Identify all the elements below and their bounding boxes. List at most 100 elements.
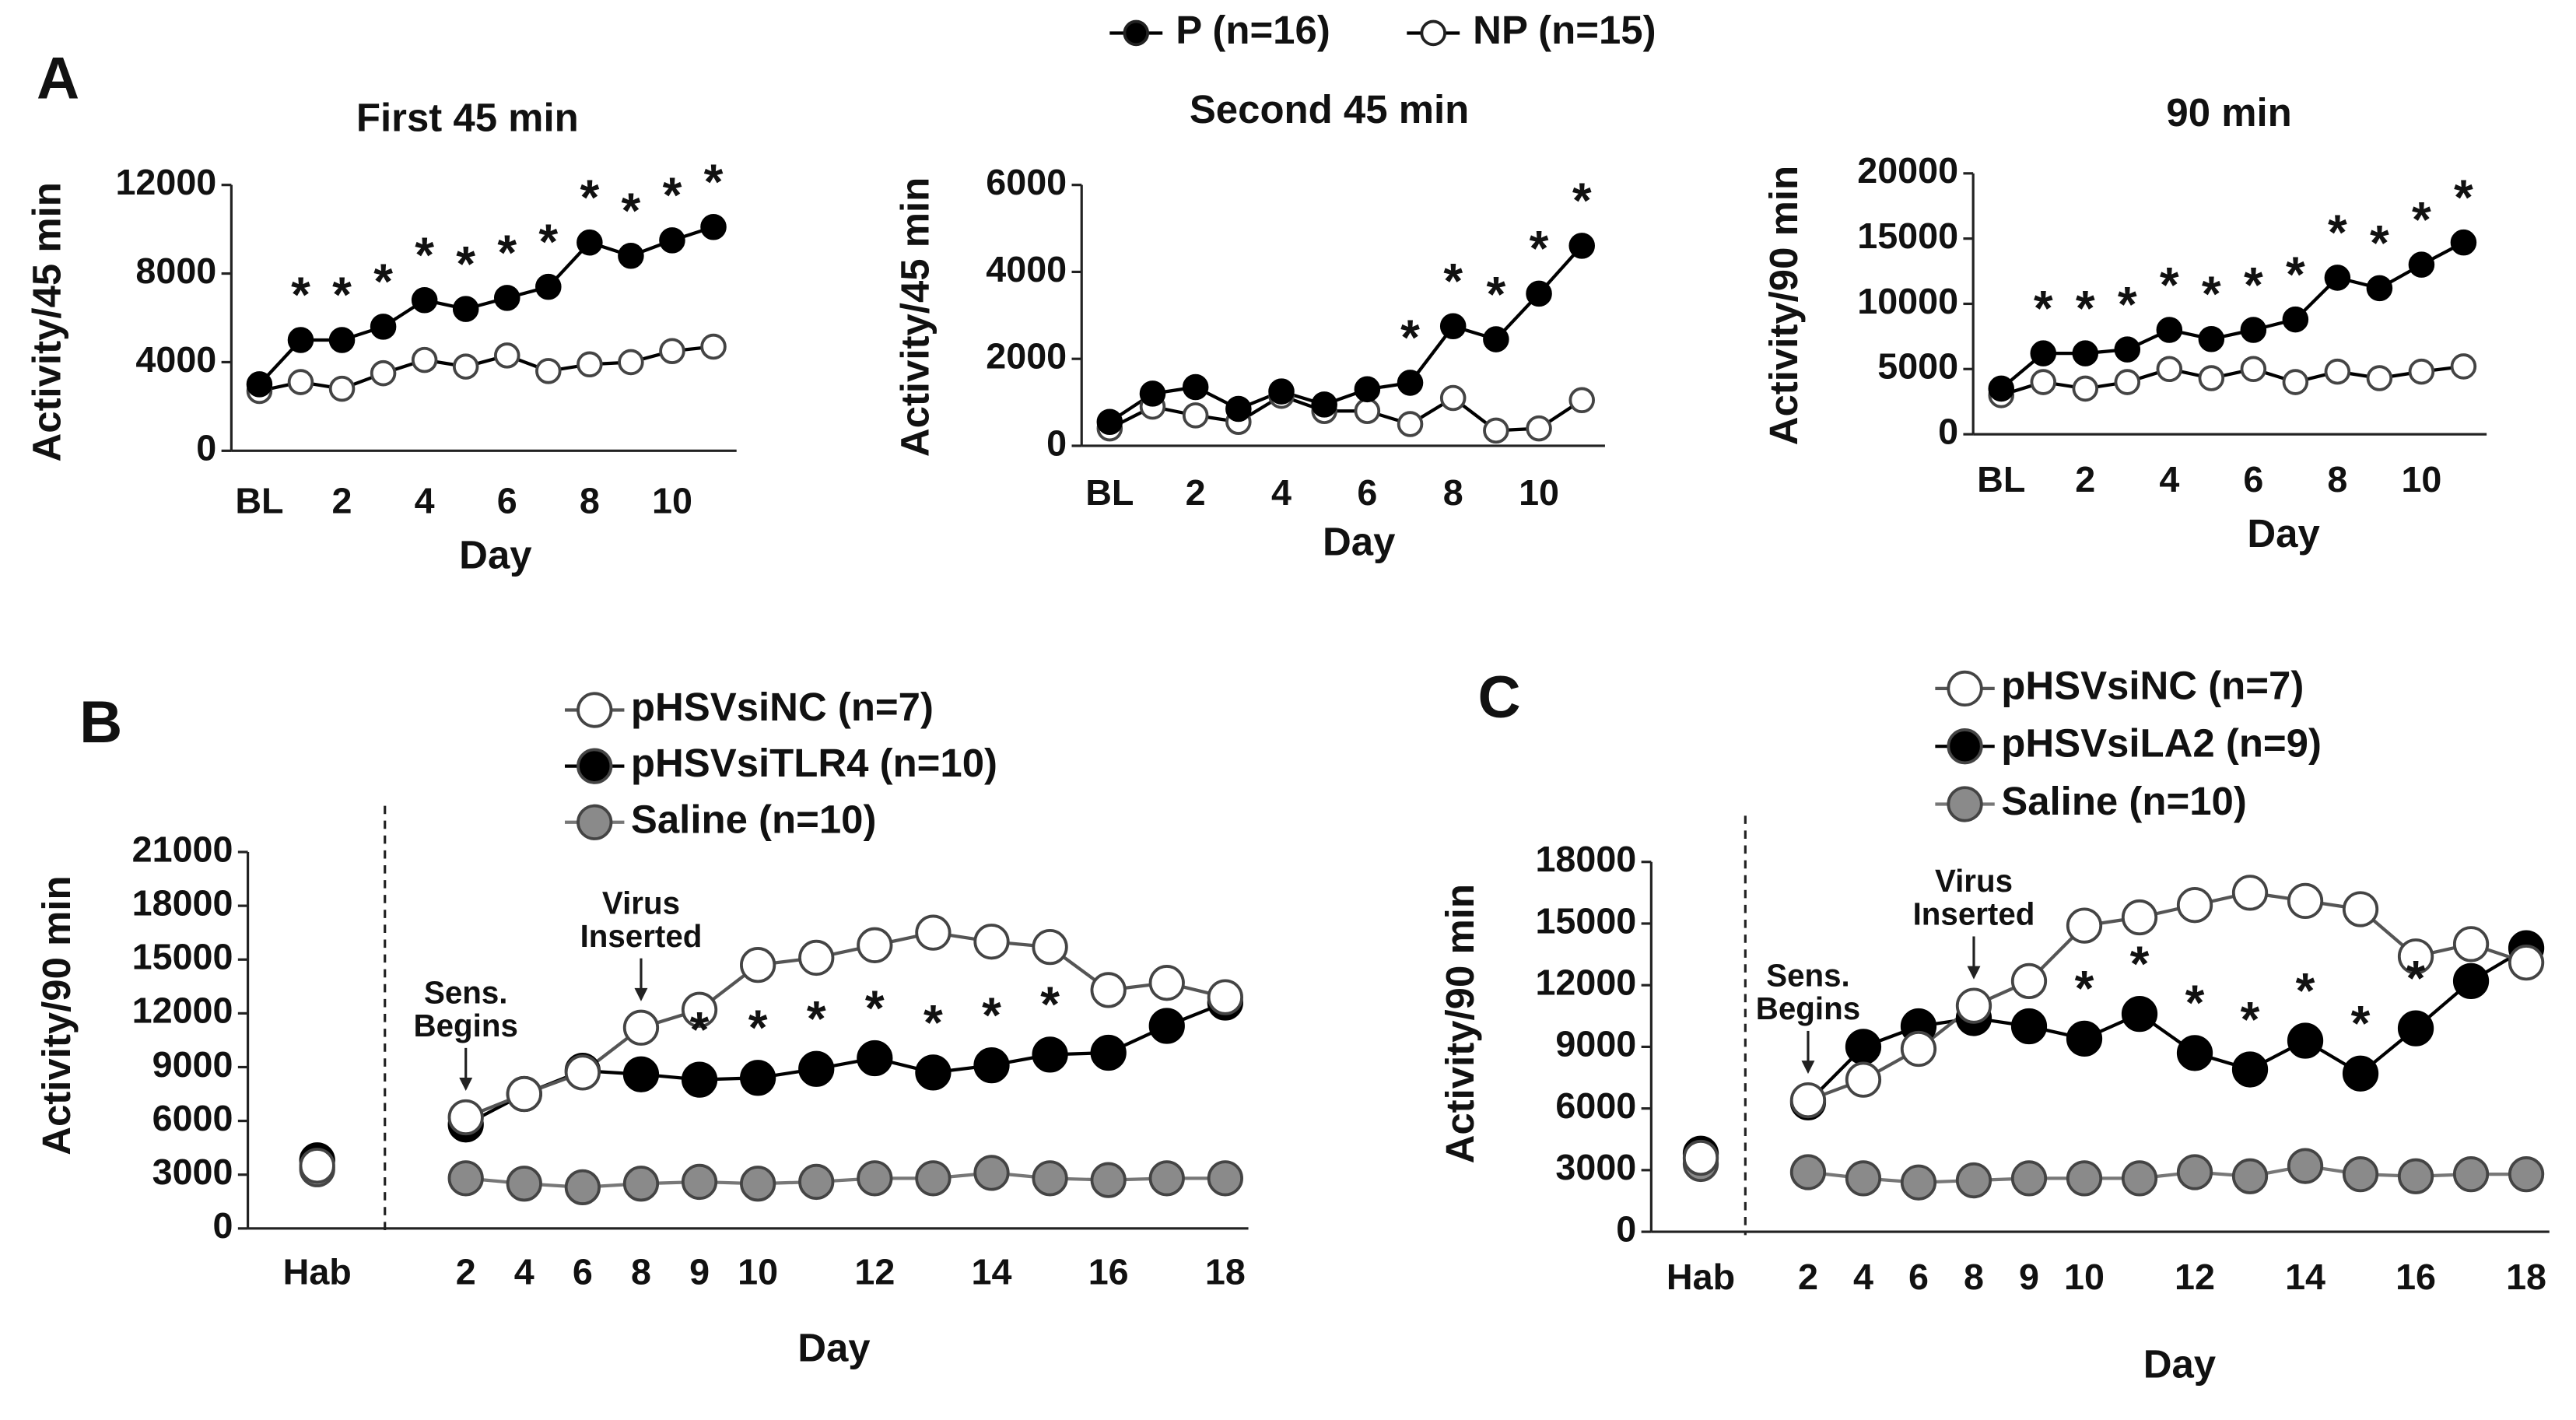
x-tick-label: 6 [1357, 472, 1377, 513]
annotation-text: Begins [414, 1008, 518, 1043]
marker [1955, 1162, 1992, 1199]
y-tick-label: 5000 [1877, 346, 1958, 387]
significance-mark: * [807, 991, 826, 1047]
marker [700, 214, 727, 240]
legend-label: pHSVsiTLR4 (n=10) [631, 741, 997, 785]
significance-mark: * [291, 268, 310, 323]
marker [328, 327, 356, 353]
y-tick-label: 4000 [986, 249, 1067, 289]
x-tick-label: Hab [283, 1252, 352, 1292]
significance-mark: * [2454, 170, 2473, 225]
legend-marker [577, 748, 613, 784]
annotation-text: Sens. [1766, 959, 1850, 994]
marker [2066, 907, 2103, 944]
marker [2342, 891, 2379, 927]
marker [2198, 365, 2225, 391]
marker [1207, 979, 1243, 1015]
significance-mark: * [1572, 174, 1592, 229]
marker [2408, 358, 2435, 385]
y-tick-label: 18000 [132, 882, 233, 923]
significance-mark: * [622, 184, 641, 239]
marker [1900, 1164, 1937, 1201]
marker [740, 1166, 776, 1202]
legend-marker [1947, 786, 1983, 822]
marker [659, 227, 685, 254]
marker [1090, 972, 1127, 1008]
marker [1090, 1162, 1127, 1198]
x-tick-label: 6 [1908, 1257, 1929, 1297]
significance-mark: * [1040, 977, 1060, 1033]
significance-mark: * [690, 1002, 710, 1057]
marker [659, 338, 685, 364]
marker [564, 1169, 601, 1205]
x-tick-label: BL [1977, 459, 2025, 500]
marker [2066, 1160, 2103, 1197]
annotation-text: Sens. [424, 976, 508, 1011]
x-tick-label: 6 [497, 481, 517, 521]
significance-mark: * [2406, 951, 2426, 1006]
marker [2452, 962, 2490, 1000]
marker [1139, 380, 1166, 407]
y-tick-label: 6000 [986, 162, 1067, 202]
annotation-text: Inserted [580, 919, 703, 954]
marker [1955, 987, 1992, 1024]
marker [2176, 1154, 2213, 1190]
annotation-arrowhead [1801, 1061, 1815, 1075]
x-tick-label: 2 [456, 1252, 476, 1292]
y-tick-label: 12000 [1535, 962, 1636, 1003]
marker [2010, 1160, 2048, 1197]
x-tick-label: 4 [514, 1252, 534, 1292]
marker [1845, 1029, 1882, 1065]
marker [681, 1163, 718, 1201]
legend-label: P (n=16) [1176, 8, 1330, 52]
marker [411, 346, 438, 373]
marker [1354, 398, 1381, 425]
marker [535, 273, 562, 300]
x-tick-label: 8 [1443, 472, 1463, 513]
series-layer [1682, 875, 2545, 1201]
y-axis-label: Activity/90 min [34, 875, 79, 1155]
marker [2156, 356, 2183, 383]
marker [973, 1155, 1010, 1191]
marker [1526, 280, 1552, 307]
y-tick-label: 3000 [152, 1152, 233, 1192]
significance-mark: * [748, 1001, 768, 1056]
marker [1789, 1082, 1827, 1119]
marker [798, 1050, 835, 1087]
annotation-arrowhead [459, 1078, 473, 1092]
x-tick-label: 2 [1798, 1257, 1818, 1297]
x-tick-label: 16 [2396, 1257, 2436, 1297]
marker [2508, 945, 2545, 981]
marker [2408, 251, 2435, 278]
significance-mark: * [1486, 267, 1505, 322]
y-tick-label: 6000 [152, 1098, 233, 1138]
marker [506, 1075, 542, 1113]
marker [1483, 417, 1509, 444]
marker [2231, 1158, 2269, 1194]
marker [1032, 1160, 1068, 1197]
significance-mark: * [2328, 205, 2347, 261]
legend-label: Saline (n=10) [631, 797, 877, 841]
marker [857, 927, 893, 963]
y-tick-label: 12000 [115, 162, 216, 202]
marker [1096, 408, 1123, 435]
marker [2066, 1020, 2103, 1057]
y-axis-label: Activity/90 min [1761, 166, 1806, 445]
legend-label: pHSVsiNC (n=7) [2001, 663, 2304, 707]
marker [622, 1009, 660, 1046]
series-layer [1988, 229, 2477, 408]
annotation-arrowhead [634, 987, 648, 1001]
marker [700, 333, 727, 360]
y-axis-label: Activity/45 min [24, 182, 68, 461]
marker [798, 939, 835, 976]
marker [1268, 378, 1295, 405]
marker [506, 1166, 542, 1202]
marker [1148, 1160, 1185, 1197]
marker [973, 1047, 1010, 1084]
x-tick-label: 9 [2019, 1257, 2039, 1297]
x-tick-label: 8 [1964, 1257, 1984, 1297]
marker [2450, 229, 2477, 256]
y-tick-label: 2000 [986, 336, 1067, 377]
marker [370, 314, 397, 340]
marker [1900, 1030, 1937, 1068]
